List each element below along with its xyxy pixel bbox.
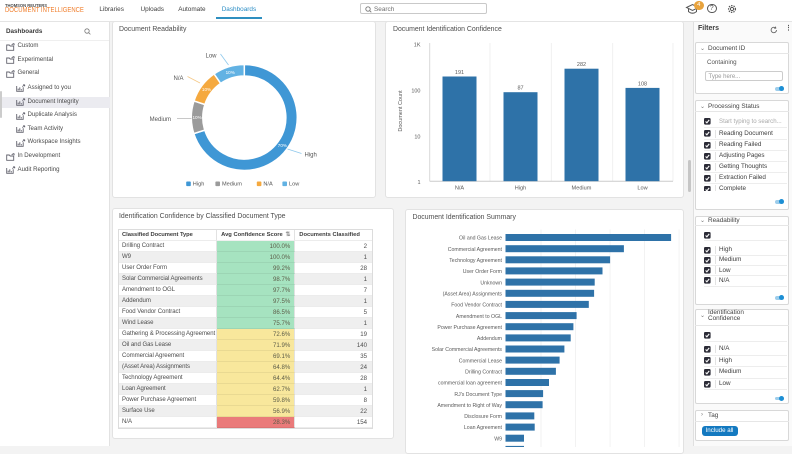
svg-text:High: High — [305, 153, 317, 159]
svg-text:W9: W9 — [494, 436, 502, 442]
svg-text:1K: 1K — [414, 43, 421, 49]
svg-text:Medium: Medium — [572, 186, 592, 192]
svg-text:1: 1 — [417, 180, 420, 186]
svg-text:N/A: N/A — [173, 76, 183, 82]
svg-text:10%: 10% — [226, 70, 235, 75]
svg-text:Document Count: Document Count — [398, 90, 404, 132]
svg-text:Solar Commercial Agreements: Solar Commercial Agreements — [431, 347, 502, 353]
svg-text:Low: Low — [289, 182, 300, 188]
svg-text:Amendment to OGL: Amendment to OGL — [455, 313, 501, 319]
svg-text:Amendment to Right of Way: Amendment to Right of Way — [437, 402, 502, 408]
svg-text:Low: Low — [205, 54, 217, 60]
svg-text:70%: 70% — [278, 143, 287, 148]
svg-text:Technology Agreement: Technology Agreement — [449, 258, 502, 264]
svg-text:Drilling Contract: Drilling Contract — [465, 369, 502, 375]
svg-text:Commercial Agreement: Commercial Agreement — [447, 246, 502, 252]
svg-text:Medium: Medium — [222, 182, 242, 188]
svg-text:Commercial Lease: Commercial Lease — [458, 358, 501, 364]
svg-text:High: High — [193, 182, 205, 188]
svg-text:108: 108 — [638, 81, 647, 87]
svg-text:N/A: N/A — [263, 182, 273, 188]
svg-text:Power Purchase Agreement: Power Purchase Agreement — [437, 324, 502, 330]
svg-text:10%: 10% — [192, 115, 201, 120]
svg-text:Oil and Gas Lease: Oil and Gas Lease — [459, 235, 502, 241]
svg-text:N/A: N/A — [455, 186, 465, 192]
svg-text:(Asset Area) Assignments: (Asset Area) Assignments — [442, 291, 502, 297]
svg-text:Low: Low — [637, 186, 648, 192]
svg-text:User Order Form: User Order Form — [462, 269, 501, 275]
svg-text:High: High — [515, 186, 527, 192]
svg-text:10: 10 — [414, 134, 420, 140]
svg-text:282: 282 — [577, 62, 586, 68]
svg-text:commercial loan agreement: commercial loan agreement — [437, 380, 502, 386]
svg-text:100: 100 — [411, 88, 420, 94]
svg-text:191: 191 — [455, 70, 464, 76]
svg-text:RJ's Document Type: RJ's Document Type — [454, 391, 502, 397]
svg-text:Addendum: Addendum — [476, 336, 501, 342]
svg-text:87: 87 — [517, 86, 523, 92]
svg-text:Medium: Medium — [150, 117, 171, 123]
svg-text:Unknown: Unknown — [480, 280, 502, 286]
svg-text:Disclosure Form: Disclosure Form — [464, 414, 502, 420]
svg-text:Loan Agreement: Loan Agreement — [463, 425, 502, 431]
svg-text:10%: 10% — [202, 87, 211, 92]
svg-text:Food Vendor Contract: Food Vendor Contract — [451, 302, 502, 308]
